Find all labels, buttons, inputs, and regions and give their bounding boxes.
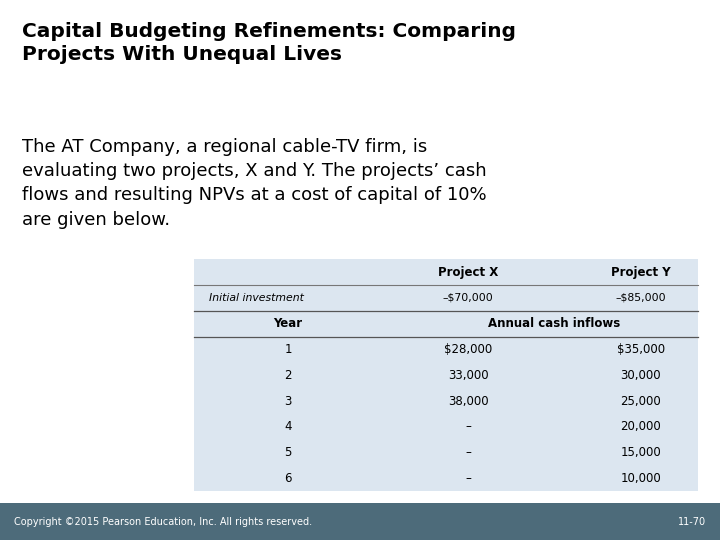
Text: 10,000: 10,000: [621, 472, 661, 485]
Text: –: –: [465, 421, 471, 434]
Text: $28,000: $28,000: [444, 343, 492, 356]
Text: 30,000: 30,000: [621, 369, 661, 382]
Text: 2: 2: [284, 369, 292, 382]
Text: –: –: [465, 446, 471, 459]
Text: 11-70: 11-70: [678, 517, 706, 526]
Text: 20,000: 20,000: [621, 421, 661, 434]
Text: –$85,000: –$85,000: [616, 293, 666, 303]
Text: 38,000: 38,000: [448, 395, 488, 408]
Text: –$70,000: –$70,000: [443, 293, 493, 303]
Text: 5: 5: [284, 446, 292, 459]
Text: 1: 1: [284, 343, 292, 356]
Text: $35,000: $35,000: [617, 343, 665, 356]
Text: Copyright ©2015 Pearson Education, Inc. All rights reserved.: Copyright ©2015 Pearson Education, Inc. …: [14, 517, 312, 526]
Text: Capital Budgeting Refinements: Comparing
Projects With Unequal Lives: Capital Budgeting Refinements: Comparing…: [22, 22, 516, 64]
Text: The AT Company, a regional cable-TV firm, is
evaluating two projects, X and Y. T: The AT Company, a regional cable-TV firm…: [22, 138, 486, 228]
Text: 4: 4: [284, 421, 292, 434]
Text: Annual cash inflows: Annual cash inflows: [488, 317, 621, 330]
Text: 25,000: 25,000: [621, 395, 661, 408]
Text: –: –: [465, 472, 471, 485]
Text: 6: 6: [284, 472, 292, 485]
Text: 3: 3: [284, 395, 292, 408]
FancyBboxPatch shape: [194, 259, 698, 491]
Text: Project X: Project X: [438, 266, 498, 279]
Text: Year: Year: [274, 317, 302, 330]
FancyBboxPatch shape: [0, 503, 720, 540]
Text: 33,000: 33,000: [448, 369, 488, 382]
Text: Project Y: Project Y: [611, 266, 670, 279]
Text: Initial investment: Initial investment: [209, 293, 304, 303]
Text: 15,000: 15,000: [621, 446, 661, 459]
